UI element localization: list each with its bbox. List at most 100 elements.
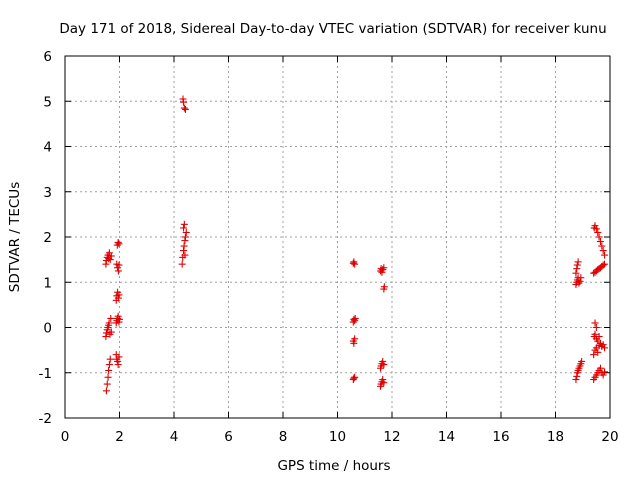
data-point [114,238,122,246]
data-point [577,274,585,282]
data-point [574,258,582,266]
data-point [107,328,115,336]
y-tick-labels: -2 -1 0 1 2 3 4 5 6 [39,49,52,427]
data-point [181,251,189,259]
y-tick-label: -2 [39,411,52,427]
x-tick-labels: 0 2 4 6 8 10 12 14 16 18 20 [61,429,619,445]
data-point [180,220,188,228]
data-point [572,269,580,277]
x-tick-label: 12 [383,429,400,445]
data-point [350,374,358,382]
data-point [351,260,359,268]
y-tick-label: 4 [43,140,52,156]
x-tick-label: 16 [492,429,509,445]
data-point [380,361,388,369]
data-point [594,348,602,356]
data-point [380,283,388,291]
data-point [351,314,359,322]
data-point [599,247,607,255]
data-point [102,387,110,395]
y-tick-label: 2 [43,230,52,246]
data-point [102,329,110,337]
data-point [107,314,115,322]
data-point [180,98,188,106]
y-tick-label: -1 [39,366,52,382]
x-tick-label: 6 [224,429,233,445]
data-point [380,264,388,272]
x-tick-label: 2 [115,429,124,445]
data-point [379,376,387,384]
data-point [573,261,581,269]
data-point [181,233,189,241]
data-point [106,355,114,363]
data-point [592,225,600,233]
data-point [596,364,604,372]
data-point [595,233,603,241]
y-tick-label: 6 [43,49,52,65]
x-tick-label: 0 [61,429,70,445]
data-point [594,337,602,345]
data-point [596,238,604,246]
data-point [590,351,598,359]
data-point [105,319,113,327]
data-point [576,277,584,285]
data-point [592,324,600,331]
data-point [181,105,189,113]
data-point [572,376,580,384]
data-point [591,319,599,327]
y-tick-label: 1 [43,275,52,291]
data-point [350,339,358,347]
x-axis-label: GPS time / hours [277,458,390,474]
data-point [114,361,122,369]
data-point [107,252,115,260]
x-tick-label: 18 [547,429,564,445]
x-tick-label: 8 [279,429,288,445]
data-point [599,261,607,269]
data-point [595,333,603,341]
data-point [350,315,358,323]
data-point [105,361,113,369]
y-axis-label: SDTVAR / TECUs [7,182,23,292]
data-point [115,291,123,299]
data-point [180,242,188,250]
data-point [182,228,190,236]
data-marks [102,95,609,395]
data-point [106,256,114,264]
data-point [103,380,111,388]
data-point [351,335,359,343]
data-point [599,371,607,379]
data-point [601,251,609,259]
y-tick-label: 3 [43,185,52,201]
data-point [105,366,113,374]
y-tick-label: 0 [43,321,52,337]
data-point [591,222,599,230]
data-point [116,315,123,323]
chart-title: Day 171 of 2018, Sidereal Day-to-day VTE… [59,21,606,37]
data-point [115,353,123,361]
data-point [380,379,388,387]
x-tick-label: 10 [329,429,346,445]
grid [65,56,610,418]
y-tick-label: 5 [43,94,52,110]
data-point [591,330,599,338]
data-point [379,357,387,365]
data-point [351,373,359,381]
data-point [601,368,609,376]
data-point [114,312,122,320]
data-point [598,242,606,250]
data-point [178,260,186,268]
data-point [601,260,609,268]
x-tick-label: 14 [438,429,455,445]
data-point [104,373,112,381]
data-point [601,344,609,352]
data-point [115,240,123,248]
x-tick-label: 4 [170,429,179,445]
x-tick-label: 20 [601,429,618,445]
axis-ticks [64,55,611,419]
data-point [578,357,586,365]
data-point [599,341,607,349]
data-point [594,228,602,236]
data-point [114,267,122,275]
data-point [115,261,123,269]
